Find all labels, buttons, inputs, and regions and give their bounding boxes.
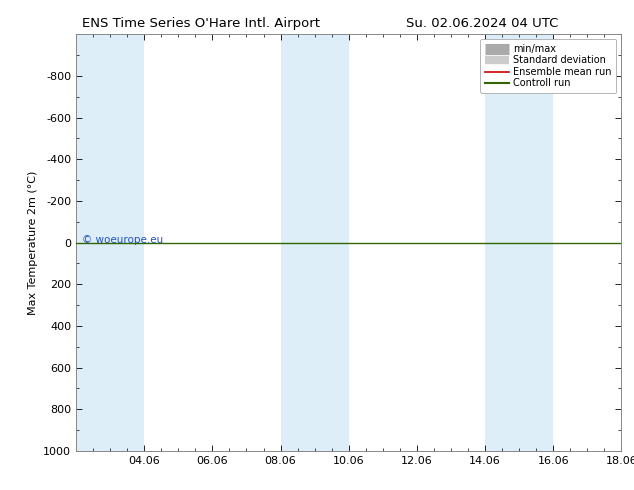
Bar [280,34,349,451]
Y-axis label: Max Temperature 2m (°C): Max Temperature 2m (°C) [28,171,37,315]
Legend: min/max, Standard deviation, Ensemble mean run, Controll run: min/max, Standard deviation, Ensemble me… [480,39,616,93]
Text: ENS Time Series O'Hare Intl. Airport: ENS Time Series O'Hare Intl. Airport [82,17,320,30]
Bar [76,34,144,451]
Bar [485,34,553,451]
Text: Su. 02.06.2024 04 UTC: Su. 02.06.2024 04 UTC [406,17,558,30]
Text: © woeurope.eu: © woeurope.eu [82,236,163,245]
